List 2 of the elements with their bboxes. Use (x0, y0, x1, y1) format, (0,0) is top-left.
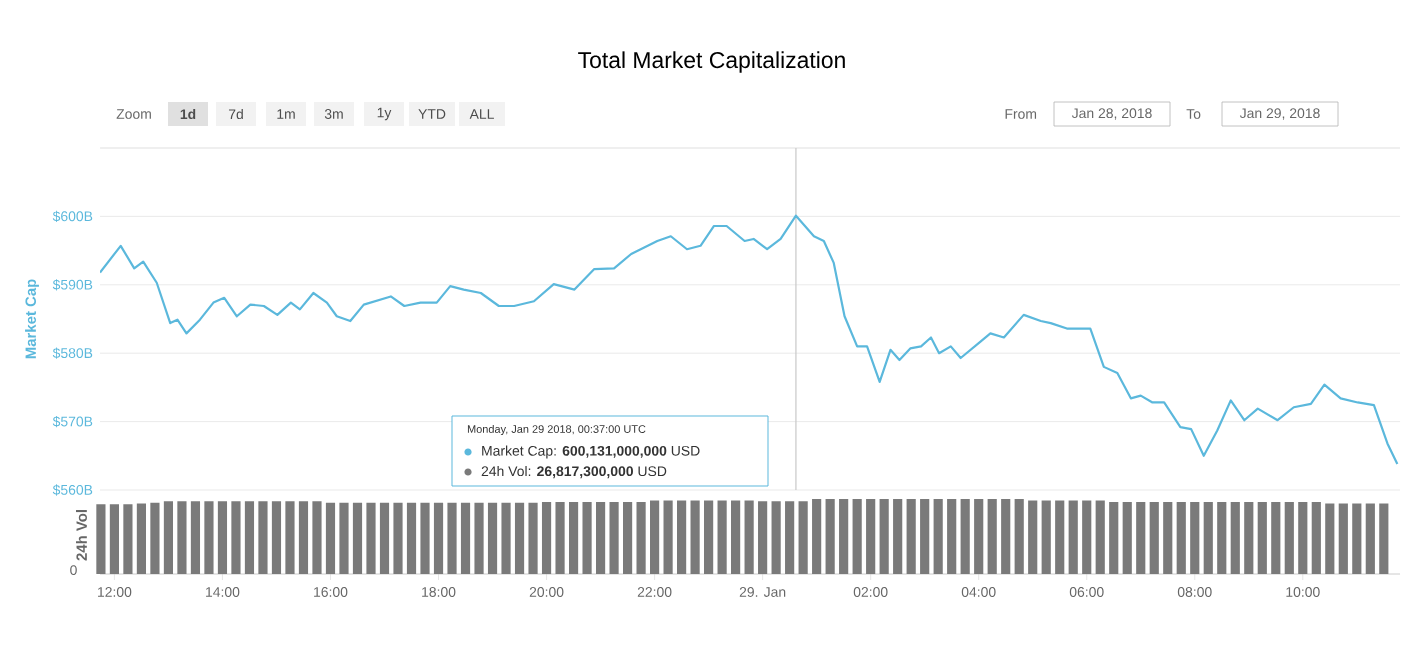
chart-title: Total Market Capitalization (578, 51, 845, 73)
line-series (100, 214, 1399, 466)
